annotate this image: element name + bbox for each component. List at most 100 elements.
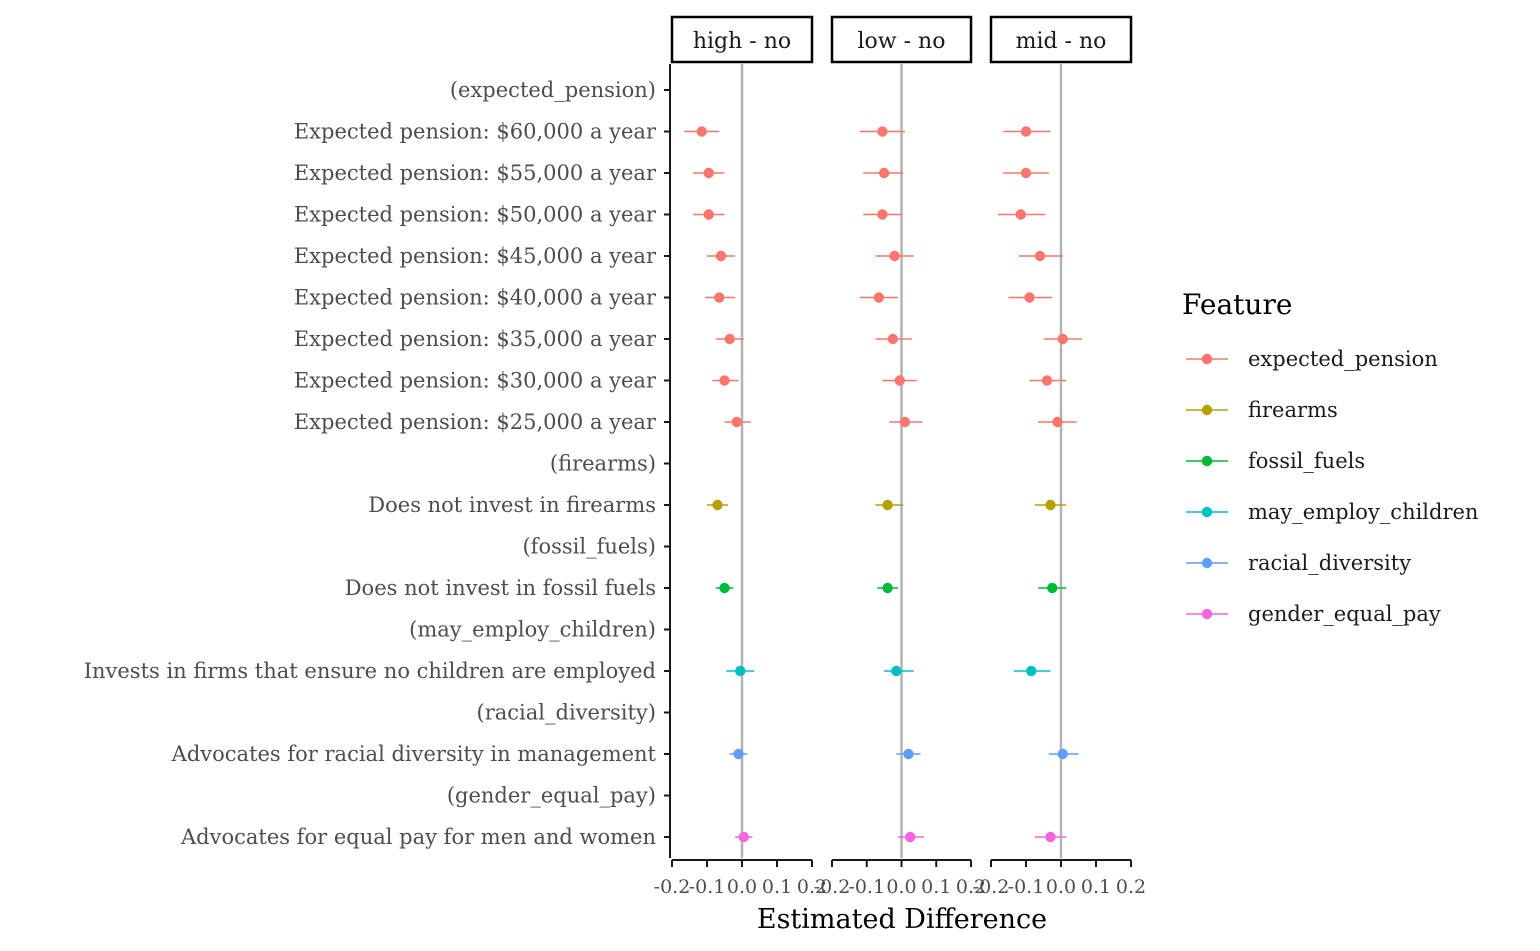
row-label: (expected_pension)	[450, 78, 656, 102]
estimate-point	[1052, 416, 1063, 428]
estimate-point	[882, 499, 893, 511]
x-tick-label: -0.2	[973, 876, 1010, 898]
estimate-point	[712, 499, 723, 511]
x-tick-label: 0.0	[727, 876, 757, 898]
legend-key-point	[1201, 455, 1213, 467]
facet-strip-label: high - no	[693, 29, 791, 54]
facet-strip	[830, 15, 973, 64]
legend-key-point	[1201, 608, 1213, 620]
estimate-point	[882, 582, 893, 594]
estimate-point	[1045, 831, 1056, 843]
row-label: Advocates for equal pay for men and wome…	[180, 825, 656, 849]
facet-panel: low - no -0.2-0.1 0.0 0.1 0.2	[814, 15, 986, 898]
legend-key-point	[1201, 404, 1213, 416]
row-label: Expected pension: $45,000 a year	[294, 244, 657, 268]
estimate-point	[878, 167, 890, 179]
legend-label: firearms	[1248, 398, 1338, 422]
x-tick-label: 0.1	[1081, 876, 1111, 898]
estimate-point	[1026, 665, 1037, 677]
legend-label: gender_equal_pay	[1248, 602, 1441, 626]
estimate-point	[731, 416, 742, 428]
row-label: (may_employ_children)	[409, 618, 656, 642]
facet-panel: mid - no -0.2-0.1 0.0 0.1 0.2	[973, 15, 1146, 898]
estimate-point	[719, 582, 730, 594]
legend-label: may_employ_children	[1248, 500, 1478, 524]
legend-items: expected_pension firearms fossil_fuels may_…	[1186, 347, 1478, 626]
row-label: (fossil_fuels)	[522, 535, 656, 559]
estimate-point	[1057, 748, 1068, 760]
facet-strip	[989, 15, 1133, 64]
x-tick-label: 0.2	[797, 876, 827, 898]
estimate-point	[891, 665, 902, 677]
row-label: Invests in firms that ensure no children…	[84, 659, 656, 683]
row-label: Expected pension: $35,000 a year	[294, 327, 657, 351]
estimate-point	[735, 665, 746, 677]
x-tick-label: -0.2	[654, 876, 691, 898]
row-label: Does not invest in fossil fuels	[345, 576, 656, 600]
legend-label: fossil_fuels	[1248, 449, 1365, 473]
row-label: (racial_diversity)	[477, 701, 656, 725]
estimate-point	[1015, 209, 1026, 220]
x-tick-label: 0.2	[1116, 876, 1146, 898]
row-label: (gender_equal_pay)	[447, 784, 656, 808]
row-label: Expected pension: $40,000 a year	[294, 286, 657, 310]
estimate-point	[1020, 167, 1032, 179]
legend-label: racial_diversity	[1248, 551, 1411, 575]
x-tick-label: 0.0	[1046, 876, 1076, 898]
x-tick-label: 0.1	[921, 876, 951, 898]
estimate-point	[703, 209, 714, 220]
estimate-point	[877, 126, 888, 137]
estimate-point	[1041, 375, 1053, 386]
estimate-point	[889, 250, 900, 262]
legend-key-point	[1201, 506, 1213, 518]
estimate-point	[894, 375, 905, 386]
x-tick-label: -0.2	[814, 876, 851, 898]
row-label: Expected pension: $55,000 a year	[294, 161, 657, 185]
x-tick-label: -0.1	[848, 876, 885, 898]
estimate-point	[696, 126, 707, 137]
legend-label: expected_pension	[1248, 347, 1438, 371]
facet-panel: high - no -0.2-0.1 0.0 0.1 0.2	[654, 15, 827, 898]
row-label: Expected pension: $25,000 a year	[294, 410, 657, 434]
estimate-point	[903, 748, 914, 760]
legend-key-point	[1201, 557, 1213, 569]
x-tick-label: 0.1	[762, 876, 792, 898]
row-labels: (expected_pension) Expected pension: $60,…	[84, 64, 671, 858]
estimate-point	[719, 375, 730, 386]
row-label: Expected pension: $50,000 a year	[294, 203, 657, 227]
facet-strip	[670, 15, 814, 64]
x-tick-label: -0.1	[689, 876, 726, 898]
estimate-point	[738, 831, 749, 843]
estimate-point	[1020, 126, 1032, 137]
row-label: (firearms)	[550, 452, 656, 476]
legend-key-point	[1201, 353, 1213, 365]
x-axis-title: Estimated Difference	[757, 904, 1047, 935]
estimate-point	[1057, 333, 1068, 345]
estimate-point	[703, 167, 714, 179]
x-tick-label: -0.1	[1008, 876, 1045, 898]
row-label: Does not invest in firearms	[368, 493, 656, 517]
row-label: Expected pension: $60,000 a year	[294, 120, 657, 144]
estimate-point	[714, 292, 725, 303]
estimate-point	[899, 416, 911, 428]
row-label: Advocates for racial diversity in manage…	[171, 742, 657, 766]
legend: Feature expected_pension firearms fossil_f…	[1182, 288, 1478, 626]
estimate-point	[715, 250, 727, 262]
estimate-point	[1034, 250, 1046, 262]
row-label: Expected pension: $30,000 a year	[294, 369, 657, 393]
estimate-point	[1045, 499, 1056, 511]
estimate-point	[877, 209, 888, 220]
estimate-point	[733, 748, 744, 760]
estimate-point	[724, 333, 735, 345]
estimate-point	[887, 333, 899, 345]
estimate-point	[904, 831, 916, 843]
x-tick-label: 0.0	[886, 876, 916, 898]
facet-strip-label: mid - no	[1016, 29, 1107, 54]
estimate-point	[1024, 292, 1035, 303]
legend-title: Feature	[1182, 288, 1292, 321]
estimate-point	[1047, 582, 1058, 594]
estimate-point	[873, 292, 885, 303]
facet-strip-label: low - no	[858, 29, 946, 54]
